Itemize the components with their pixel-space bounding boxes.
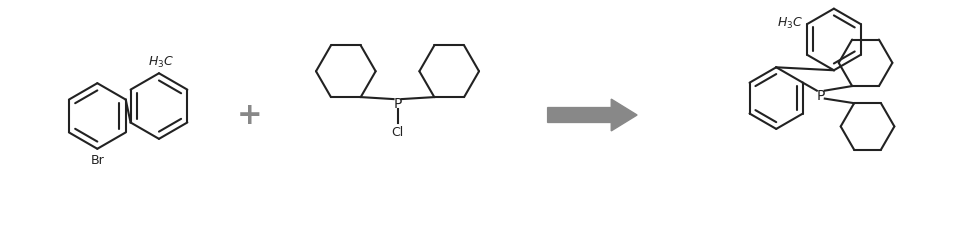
Text: Br: Br (91, 153, 104, 166)
FancyArrow shape (547, 100, 637, 131)
Text: Cl: Cl (392, 125, 403, 138)
Text: $H_3C$: $H_3C$ (777, 15, 804, 30)
Text: $H_3C$: $H_3C$ (148, 55, 174, 70)
Text: P: P (394, 97, 401, 111)
Text: P: P (816, 88, 825, 102)
Text: +: + (237, 101, 262, 130)
